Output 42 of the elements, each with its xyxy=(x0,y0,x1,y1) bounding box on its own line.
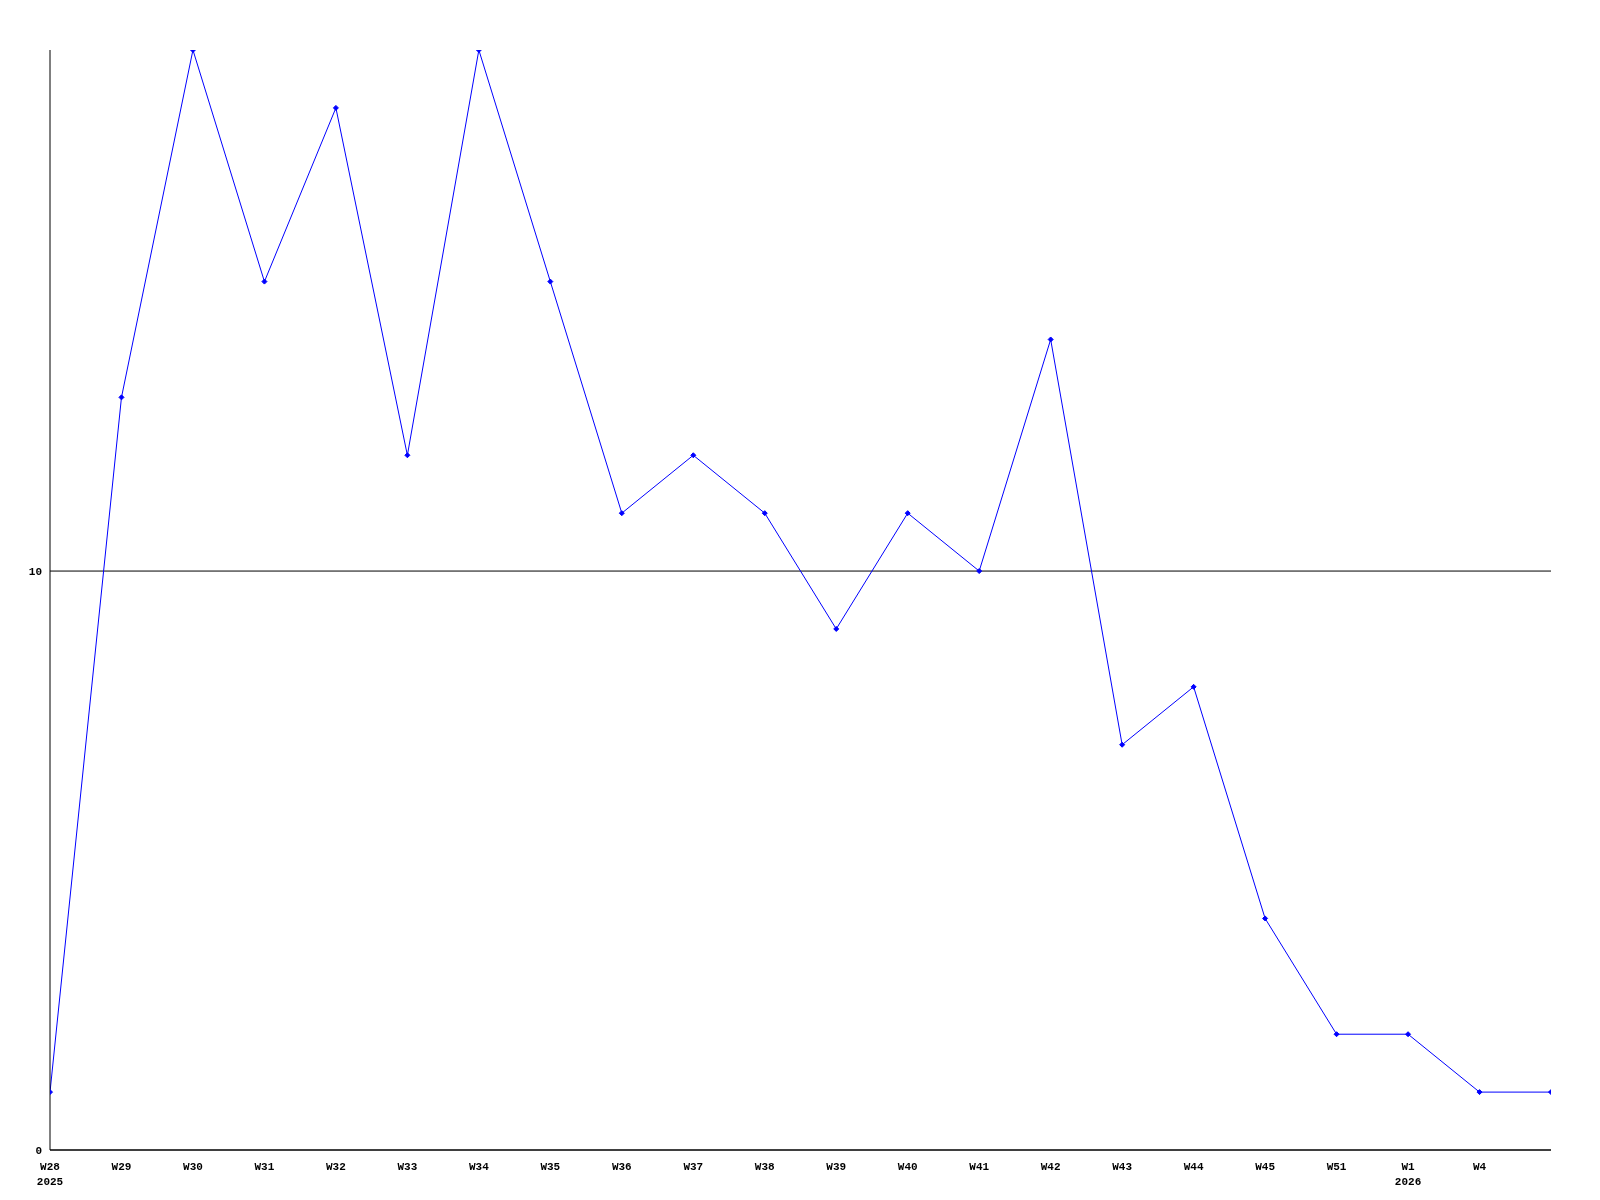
x-tick-label: W34 xyxy=(468,1161,490,1173)
x-tick-label: W36 xyxy=(611,1161,632,1173)
x-tick-label: W51 xyxy=(1326,1161,1347,1173)
x-tick-label: W37 xyxy=(683,1161,704,1173)
x-tick-label: W29 xyxy=(111,1161,132,1173)
x-tick-label: W43 xyxy=(1112,1161,1133,1173)
x-tick-label: W41 xyxy=(969,1161,990,1173)
point xyxy=(547,278,554,285)
x-tick-label: W35 xyxy=(540,1161,561,1173)
x-tick-label: W38 xyxy=(754,1161,776,1173)
point xyxy=(904,510,911,517)
point xyxy=(976,568,983,575)
line-series xyxy=(50,50,1551,1096)
point xyxy=(1190,683,1197,690)
x-tick-label: W39 xyxy=(826,1161,847,1173)
point xyxy=(1333,1031,1340,1038)
point xyxy=(1405,1031,1412,1038)
point xyxy=(261,278,268,285)
x-tick-label: W45 xyxy=(1255,1161,1276,1173)
y-tick-label: 10 xyxy=(28,565,42,578)
x-tick-label: W31 xyxy=(254,1161,275,1173)
x-tick-label: W44 xyxy=(1183,1161,1204,1173)
x-tick-label: W4 xyxy=(1472,1161,1487,1173)
point xyxy=(332,104,339,111)
point xyxy=(761,510,768,517)
x-tick-label: W42 xyxy=(1040,1161,1061,1173)
x-tick-label: W40 xyxy=(897,1161,918,1173)
y-tick-label: 0 xyxy=(35,1144,42,1157)
x-tick-label: W30 xyxy=(183,1161,203,1173)
point xyxy=(1476,1089,1483,1096)
point xyxy=(1262,915,1269,922)
point xyxy=(404,452,411,459)
point xyxy=(1119,741,1126,748)
point xyxy=(1047,336,1054,343)
x-tick-label: W1 2026 xyxy=(1394,1161,1422,1188)
point xyxy=(833,625,840,632)
point xyxy=(690,452,697,459)
x-tick-label: W28 2025 xyxy=(36,1161,64,1188)
x-tick-label: W32 xyxy=(326,1161,346,1173)
point xyxy=(118,394,125,401)
point xyxy=(618,510,625,517)
x-tick-label: W33 xyxy=(397,1161,418,1173)
